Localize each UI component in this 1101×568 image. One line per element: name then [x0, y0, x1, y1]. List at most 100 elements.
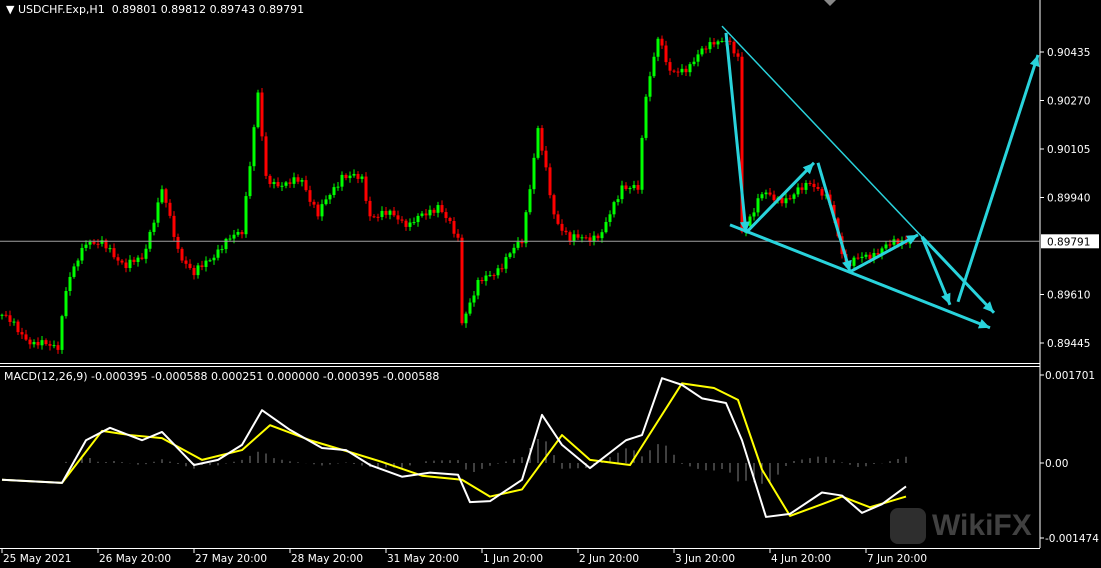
candle-body [884, 244, 888, 249]
arrow-drawing [849, 233, 919, 274]
candle-body [176, 236, 180, 249]
candle-body [876, 253, 880, 255]
candle-body [236, 232, 240, 235]
candle-body [204, 260, 208, 267]
candle-body [408, 222, 412, 227]
candle [304, 175, 308, 192]
candle-body [596, 235, 600, 239]
candle-body [328, 194, 332, 200]
candle [48, 340, 52, 351]
candle-body [692, 61, 696, 65]
candle [196, 262, 200, 279]
candle-body [476, 280, 480, 296]
candle-body [308, 190, 312, 202]
candle-body [132, 259, 136, 262]
candle [752, 208, 756, 221]
candle [636, 180, 640, 194]
candle [172, 211, 176, 241]
candle-body [36, 341, 40, 346]
candle-body [52, 345, 56, 347]
candle [104, 238, 108, 253]
candle-body [276, 182, 280, 187]
candle [144, 244, 148, 264]
candle-body [188, 263, 192, 268]
candle-body [732, 41, 736, 54]
macd-histogram [65, 438, 907, 484]
candle [60, 314, 64, 354]
time-tick-label: 26 May 20:00 [99, 553, 171, 565]
candle [372, 214, 376, 219]
candle [168, 199, 172, 219]
candle-body [464, 313, 468, 324]
candle-body [376, 216, 380, 218]
candle-body [600, 232, 604, 239]
candle [16, 319, 20, 335]
time-tick-label: 7 Jun 20:00 [867, 553, 927, 565]
candle [412, 217, 416, 225]
candle [732, 40, 736, 57]
macd-line [1, 377, 907, 518]
candle [240, 230, 244, 239]
symbol-label: USDCHF.Exp,H1 [17, 3, 105, 16]
candle [708, 37, 712, 53]
candle-body [644, 96, 648, 138]
candle-body [568, 232, 572, 242]
candle [792, 192, 796, 204]
candle [8, 310, 12, 327]
candle-body [352, 173, 356, 176]
candle-body [628, 188, 632, 190]
candle-body [8, 315, 12, 322]
candle-body [184, 260, 188, 264]
arrow-line [729, 223, 991, 330]
candle [532, 153, 536, 194]
chart-shift-marker-icon[interactable] [824, 0, 836, 6]
price-axis: 0.90435 0.90270 0.90105 0.89940 0.89610 0.894… [1040, 47, 1099, 350]
candle-body [528, 189, 532, 213]
arrowhead-icon [802, 162, 814, 175]
candle [592, 231, 596, 246]
candle-body [496, 268, 500, 276]
candle-body [556, 214, 560, 224]
candle-body [632, 185, 636, 189]
candle-body [512, 247, 516, 254]
candle-body [16, 321, 20, 333]
candle [236, 228, 240, 237]
candle-body [672, 70, 676, 72]
candle-body [300, 180, 304, 182]
macd-tick-label: -0.001474 [1045, 533, 1099, 545]
candle [52, 340, 56, 349]
candles [0, 35, 912, 354]
candle [20, 327, 24, 340]
candle-body [620, 185, 624, 200]
candle [124, 258, 128, 273]
candle-body [412, 222, 416, 224]
candle-body [248, 166, 252, 197]
candle-body [392, 210, 396, 216]
candle-body [684, 68, 688, 73]
candle [728, 37, 732, 45]
candle-body [424, 213, 428, 216]
arrow-drawing [956, 54, 1040, 303]
candle-body [860, 256, 864, 259]
candle [284, 180, 288, 189]
candle-body [172, 215, 176, 237]
macd-tick-label: 0.00 [1045, 458, 1068, 470]
candle [472, 290, 476, 307]
candle-body [280, 185, 284, 187]
candle [380, 206, 384, 221]
candle-body [788, 198, 792, 200]
candle [768, 187, 772, 197]
candle [436, 201, 440, 218]
candle [504, 253, 508, 274]
candle-body [896, 239, 900, 245]
candle-body [304, 180, 308, 191]
candle [348, 171, 352, 183]
candle [28, 337, 32, 349]
time-tick-label: 1 Jun 20:00 [483, 553, 543, 565]
candle-body [336, 186, 340, 188]
candle-body [456, 233, 460, 238]
candle-body [604, 221, 608, 233]
ohlc-readout: 0.89801 0.89812 0.89743 0.89791 [111, 3, 305, 16]
candle [576, 229, 580, 240]
